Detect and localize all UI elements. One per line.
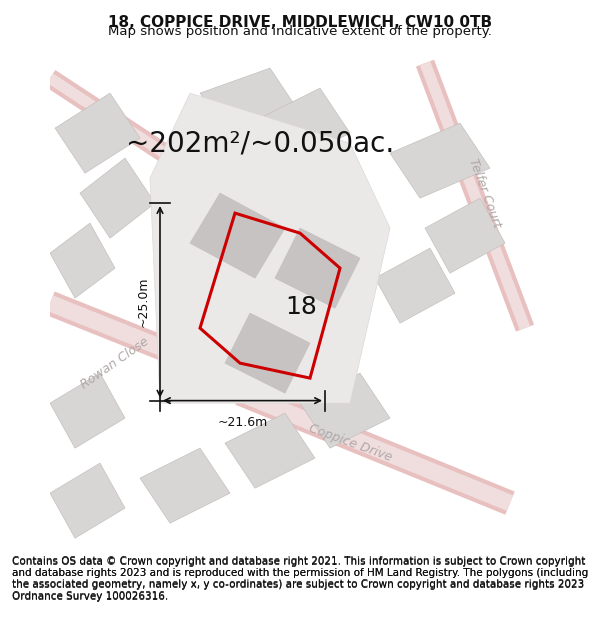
- Text: Telfer Court: Telfer Court: [466, 157, 503, 229]
- Polygon shape: [50, 373, 125, 448]
- Polygon shape: [190, 193, 285, 278]
- Text: Contains OS data © Crown copyright and database right 2021. This information is : Contains OS data © Crown copyright and d…: [12, 557, 588, 601]
- Polygon shape: [300, 373, 390, 448]
- Polygon shape: [50, 223, 115, 298]
- Polygon shape: [260, 88, 350, 163]
- Polygon shape: [80, 158, 155, 238]
- Text: ~25.0m: ~25.0m: [137, 277, 150, 327]
- Text: Contains OS data © Crown copyright and database right 2021. This information is : Contains OS data © Crown copyright and d…: [12, 556, 588, 601]
- Polygon shape: [375, 248, 455, 323]
- Text: Rowan Close: Rowan Close: [79, 335, 152, 391]
- Polygon shape: [275, 228, 360, 308]
- Polygon shape: [150, 93, 390, 403]
- Text: 18, COPPICE DRIVE, MIDDLEWICH, CW10 0TB: 18, COPPICE DRIVE, MIDDLEWICH, CW10 0TB: [108, 15, 492, 30]
- Polygon shape: [225, 413, 315, 488]
- Polygon shape: [140, 448, 230, 523]
- Text: ~21.6m: ~21.6m: [217, 416, 268, 429]
- Polygon shape: [200, 68, 300, 138]
- Text: Map shows position and indicative extent of the property.: Map shows position and indicative extent…: [108, 25, 492, 38]
- Polygon shape: [425, 198, 505, 273]
- Text: ~202m²/~0.050ac.: ~202m²/~0.050ac.: [126, 129, 394, 157]
- Polygon shape: [225, 313, 310, 393]
- Polygon shape: [55, 93, 140, 173]
- Text: Coppice Drive: Coppice Drive: [307, 422, 394, 464]
- Text: 18: 18: [285, 295, 317, 319]
- Polygon shape: [390, 123, 490, 198]
- Polygon shape: [50, 463, 125, 538]
